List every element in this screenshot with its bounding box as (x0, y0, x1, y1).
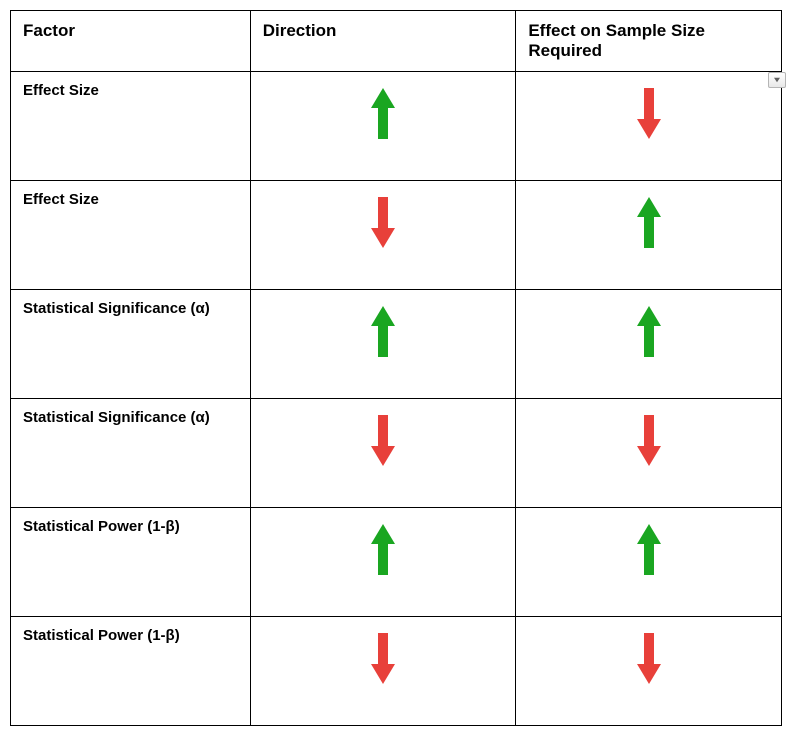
arrow-down-icon (369, 237, 397, 254)
table-row: Effect Size (11, 181, 782, 290)
direction-cell (250, 399, 516, 508)
arrow-down-icon (635, 455, 663, 472)
effect-cell (516, 290, 782, 399)
direction-cell (250, 181, 516, 290)
arrow-up-icon (635, 564, 663, 581)
effect-cell (516, 617, 782, 726)
arrow-down-icon (369, 455, 397, 472)
effect-cell (516, 508, 782, 617)
arrow-up-icon (369, 128, 397, 145)
table-row: Effect Size (11, 72, 782, 181)
direction-cell (250, 72, 516, 181)
table-body: Effect SizeEffect SizeStatistical Signif… (11, 72, 782, 726)
factor-cell: Statistical Power (1-β) (11, 508, 251, 617)
arrow-down-icon (635, 128, 663, 145)
table-row: Statistical Significance (α) (11, 399, 782, 508)
col-effect: Effect on Sample Size Required (516, 11, 782, 72)
table-row: Statistical Power (1-β) (11, 617, 782, 726)
table-row: Statistical Significance (α) (11, 290, 782, 399)
direction-cell (250, 508, 516, 617)
direction-cell (250, 290, 516, 399)
chevron-down-icon (773, 77, 781, 83)
arrow-down-icon (369, 673, 397, 690)
factor-cell: Statistical Power (1-β) (11, 617, 251, 726)
effect-cell (516, 72, 782, 181)
arrow-up-icon (635, 237, 663, 254)
arrow-down-icon (635, 673, 663, 690)
effect-cell (516, 181, 782, 290)
arrow-up-icon (635, 346, 663, 363)
table-container: Factor Direction Effect on Sample Size R… (10, 10, 782, 726)
arrow-up-icon (369, 346, 397, 363)
table-header-row: Factor Direction Effect on Sample Size R… (11, 11, 782, 72)
direction-cell (250, 617, 516, 726)
factor-cell: Effect Size (11, 72, 251, 181)
dropdown-button[interactable] (768, 72, 786, 88)
effect-cell (516, 399, 782, 508)
factor-cell: Statistical Significance (α) (11, 290, 251, 399)
sample-size-table: Factor Direction Effect on Sample Size R… (10, 10, 782, 726)
arrow-up-icon (369, 564, 397, 581)
col-factor: Factor (11, 11, 251, 72)
factor-cell: Effect Size (11, 181, 251, 290)
factor-cell: Statistical Significance (α) (11, 399, 251, 508)
table-row: Statistical Power (1-β) (11, 508, 782, 617)
col-direction: Direction (250, 11, 516, 72)
